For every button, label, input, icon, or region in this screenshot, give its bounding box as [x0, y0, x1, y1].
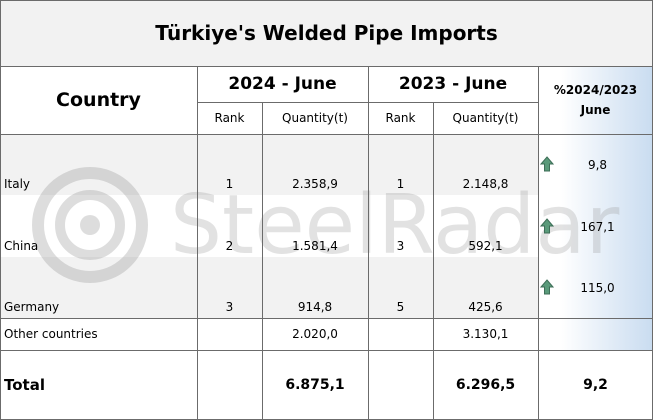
change-bg — [538, 66, 653, 350]
header-country: Country — [56, 89, 141, 111]
change: 167,1 — [580, 219, 615, 234]
row-band — [0, 257, 538, 318]
country: China — [4, 238, 39, 253]
quantity: 2.358,9 — [292, 177, 338, 191]
header-change-sub: June — [580, 103, 611, 117]
up-arrow — [540, 279, 554, 295]
change: 115,0 — [580, 281, 615, 295]
header-period: 2024 - June — [228, 74, 337, 94]
quantity: 914,8 — [297, 300, 333, 314]
total-quantity: 6.875,1 — [285, 377, 345, 393]
country: Italy — [4, 177, 31, 191]
rank: 5 — [396, 300, 405, 314]
rank: 1 — [396, 177, 405, 191]
header-rank: Rank — [385, 111, 416, 125]
up-arrow — [540, 217, 554, 233]
total-quantity: 6.296,5 — [455, 377, 516, 393]
up-arrow — [540, 156, 554, 172]
title: Türkiye's Welded Pipe Imports — [155, 21, 498, 45]
header-rank: Rank — [214, 111, 245, 125]
title-bg — [0, 0, 653, 66]
header-change: %2024/2023 — [553, 83, 638, 97]
rank: 2 — [225, 238, 234, 253]
quantity: 3.130,1 — [462, 327, 509, 341]
quantity: 2.020,0 — [292, 327, 338, 341]
country: Germany — [4, 300, 60, 314]
rank: 1 — [225, 177, 234, 191]
row-band — [0, 134, 538, 195]
total-change: 9,2 — [583, 377, 608, 393]
rank: 3 — [396, 238, 405, 253]
quantity: 1.581,4 — [292, 238, 338, 253]
quantity: 592,1 — [468, 238, 503, 253]
header-quantity: Quantity(t) — [452, 111, 519, 125]
header-quantity: Quantity(t) — [282, 111, 348, 125]
total-label: Total — [4, 376, 45, 394]
rank: 3 — [225, 300, 234, 314]
country: Other countries — [4, 327, 98, 341]
header-period: 2023 - June — [398, 74, 508, 94]
change: 9,8 — [587, 158, 608, 172]
quantity: 425,6 — [468, 300, 503, 314]
quantity: 2.148,8 — [462, 177, 509, 191]
